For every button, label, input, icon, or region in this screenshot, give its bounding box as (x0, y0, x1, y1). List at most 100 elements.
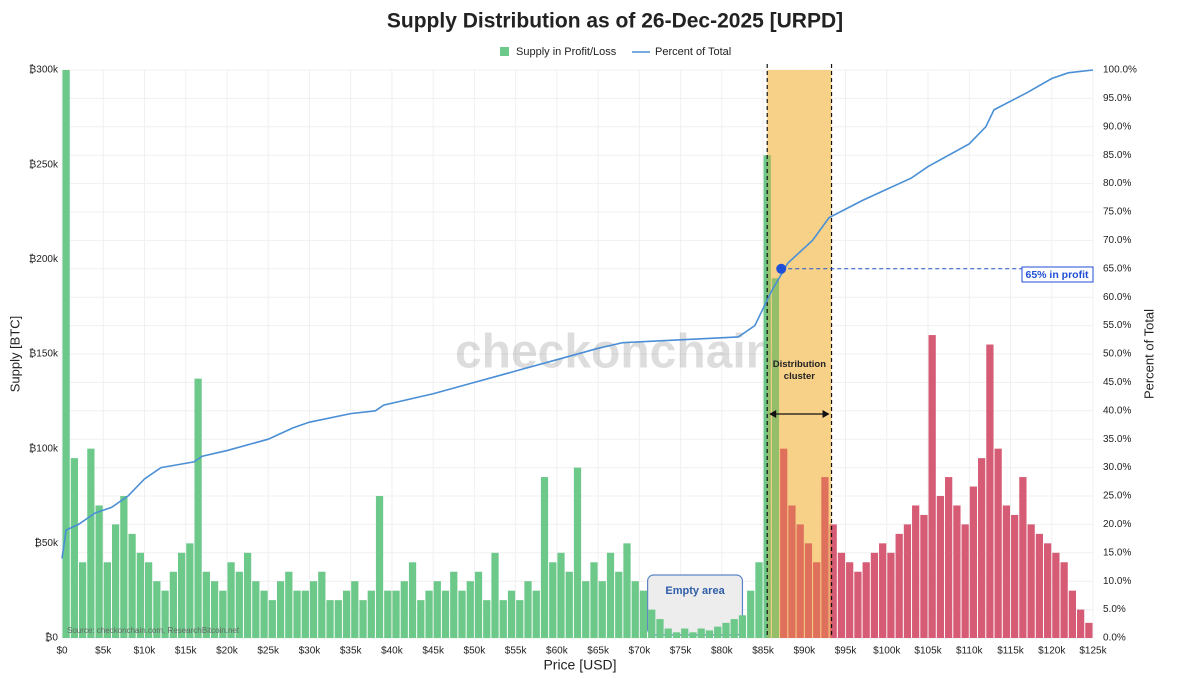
y2-tick-label: 10.0% (1103, 576, 1131, 587)
cluster-label-line: cluster (784, 371, 815, 382)
y2-tick-label: 15.0% (1103, 547, 1131, 558)
bar (631, 581, 639, 638)
bar (483, 600, 491, 638)
bar (606, 552, 615, 638)
bar (392, 590, 400, 638)
bar (507, 590, 516, 638)
bar (474, 571, 483, 638)
bar (87, 448, 95, 638)
x-tick-label: $75k (670, 646, 693, 657)
x-tick-label: $45k (422, 646, 445, 657)
x-tick-label: $65k (587, 646, 610, 657)
bar (202, 571, 210, 638)
bar (1011, 514, 1019, 638)
bar (780, 448, 788, 638)
bar (1052, 552, 1060, 638)
y2-tick-label: 45.0% (1103, 377, 1131, 388)
cluster-label: Distribution cluster (773, 359, 826, 382)
y2-tick-label: 55.0% (1103, 320, 1131, 331)
bar (466, 581, 474, 638)
bar (920, 514, 928, 638)
x-tick-label: $20k (216, 646, 239, 657)
bar (1077, 609, 1085, 638)
bar (648, 609, 656, 638)
x-tick-label: $50k (464, 646, 487, 657)
bar (243, 552, 252, 638)
bar (1002, 505, 1011, 638)
bar (161, 590, 169, 638)
y2-tick-label: 5.0% (1103, 604, 1126, 615)
bar (268, 600, 276, 638)
bar (936, 496, 945, 638)
bar (714, 626, 722, 638)
bar (103, 562, 111, 638)
bar (342, 590, 351, 638)
x-tick-label: $115k (997, 646, 1025, 657)
bar (796, 524, 804, 638)
x-tick-label: $0 (56, 646, 68, 657)
bar (516, 600, 524, 638)
bar (862, 562, 870, 638)
bar (326, 600, 334, 638)
bar (186, 543, 194, 638)
x-tick-label: $40k (381, 646, 404, 657)
bar (557, 552, 565, 638)
bar (598, 581, 606, 638)
bar (334, 600, 342, 638)
bar (499, 600, 507, 638)
y-tick-label: ₿150k (29, 348, 59, 360)
chart-title: Supply Distribution as of 26-Dec-2025 [U… (387, 10, 843, 33)
bar (672, 632, 681, 638)
bar (771, 278, 780, 638)
source: Source: checkonchain.com, ResearchBitcoi… (67, 626, 240, 635)
x-tick-label: $95k (835, 646, 858, 657)
x-tick-label: $5k (95, 646, 112, 657)
bar (367, 590, 375, 638)
bar (1035, 533, 1044, 638)
bar (318, 571, 326, 638)
bar (1060, 562, 1068, 638)
marker-label: 65% in profit (1025, 269, 1089, 281)
y-tick-label: ₿300k (29, 64, 59, 76)
bar (615, 571, 623, 638)
legend-label: Supply in Profit/Loss (516, 46, 617, 58)
bar (969, 486, 978, 638)
bar (95, 505, 103, 638)
bar (590, 562, 598, 638)
bar (697, 628, 705, 638)
bar (384, 590, 392, 638)
y2-tick-label: 95.0% (1103, 93, 1131, 104)
x-tick-label: $25k (257, 646, 280, 657)
x-tick-label: $85k (752, 646, 775, 657)
legend-swatch (500, 47, 509, 56)
y2-tick-label: 80.0% (1103, 178, 1131, 189)
bar (689, 632, 697, 638)
bar (491, 552, 499, 638)
y2-tick-label: 35.0% (1103, 434, 1131, 445)
bar (664, 628, 672, 638)
bar (540, 477, 549, 638)
y2-tick-label: 20.0% (1103, 519, 1131, 530)
bar (705, 630, 714, 638)
y2-tick-label: 25.0% (1103, 491, 1131, 502)
y-tick-label: ₿100k (29, 442, 59, 454)
watermark: checkonchain (455, 326, 775, 379)
cluster-label-line: Distribution (773, 359, 826, 370)
x-tick-label: $30k (299, 646, 322, 657)
bar (730, 619, 738, 638)
bar (986, 344, 994, 638)
bar (128, 533, 136, 638)
bar (879, 543, 887, 638)
bar (912, 505, 920, 638)
y-axis-label: Supply [BTC] (7, 316, 22, 393)
bar (532, 590, 540, 638)
bar (1085, 622, 1093, 638)
y2-tick-label: 60.0% (1103, 292, 1131, 303)
x-tick-label: $55k (505, 646, 528, 657)
bar (441, 590, 450, 638)
bar (293, 590, 301, 638)
bar (408, 562, 417, 638)
bar (978, 458, 986, 638)
